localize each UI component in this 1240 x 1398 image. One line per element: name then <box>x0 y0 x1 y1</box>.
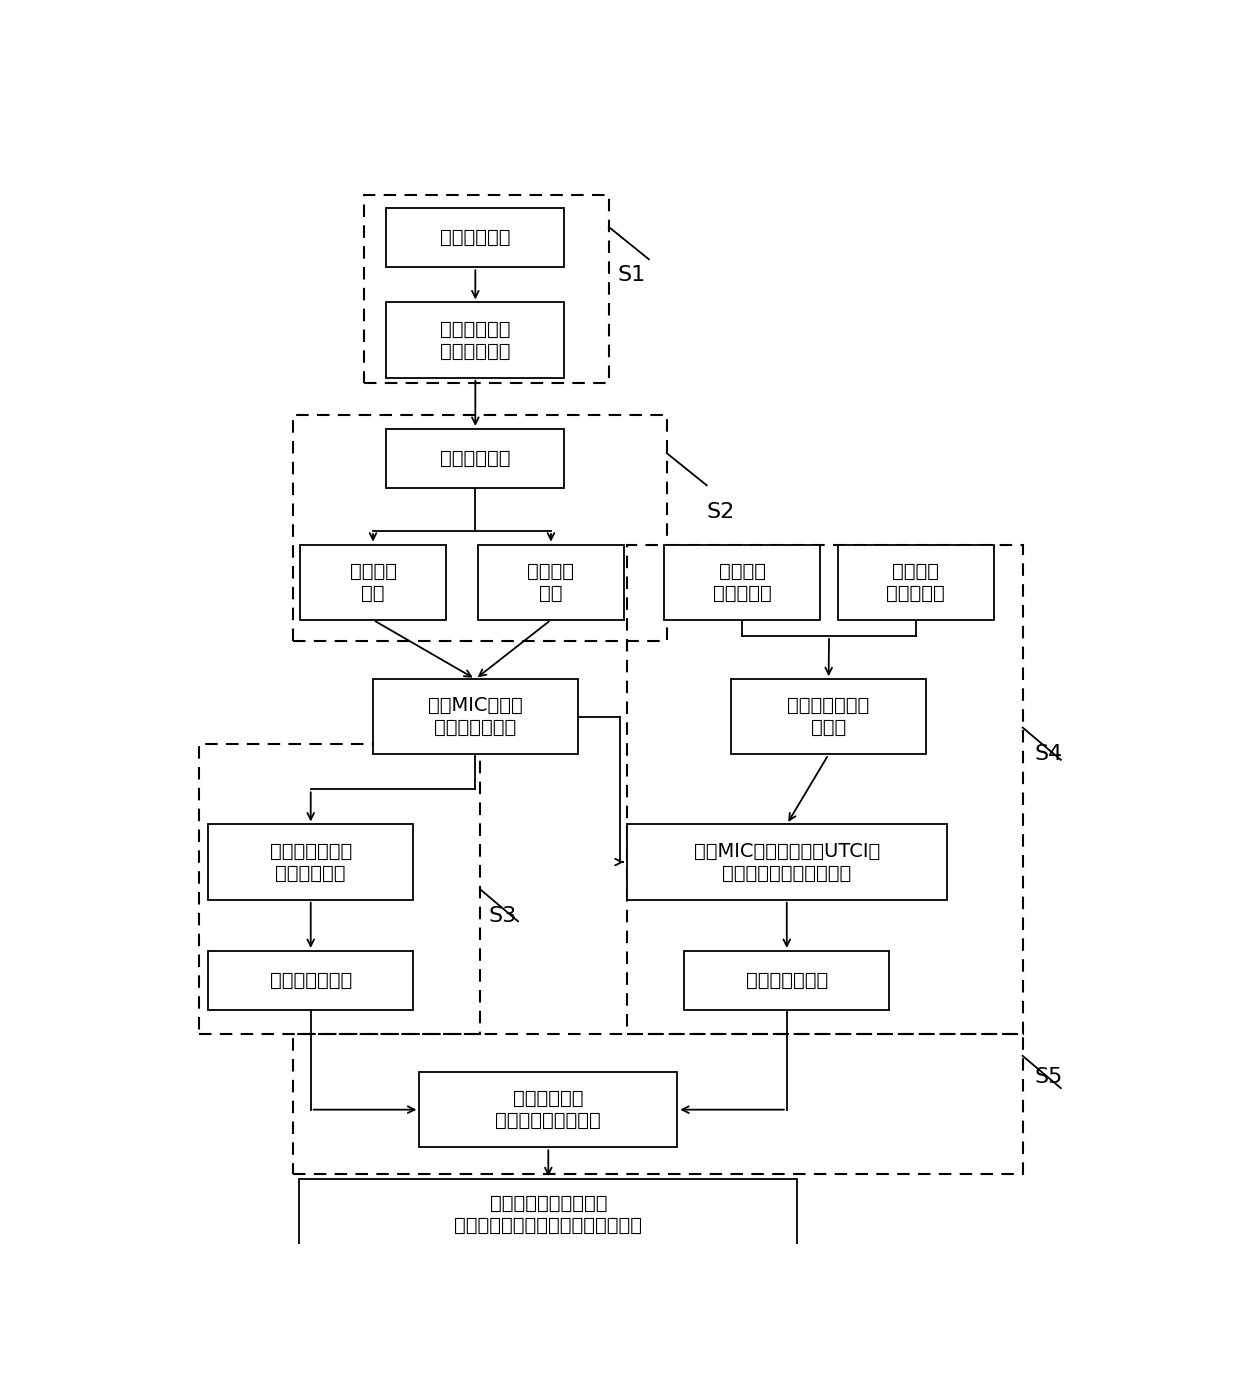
Text: S2: S2 <box>707 502 735 523</box>
Text: 波动负荷预测值: 波动负荷预测值 <box>745 972 828 990</box>
Bar <box>208 951 413 1011</box>
Text: 采集原始数据: 采集原始数据 <box>440 228 511 247</box>
Bar <box>626 825 947 900</box>
Bar <box>300 545 446 619</box>
Bar <box>365 194 609 383</box>
Bar <box>373 679 578 755</box>
Text: 波动负荷
曲线: 波动负荷 曲线 <box>527 562 574 603</box>
Text: 预测值重构，
得到短期负荷预测值: 预测值重构， 得到短期负荷预测值 <box>496 1089 601 1130</box>
Bar <box>730 679 926 755</box>
Text: S5: S5 <box>1034 1067 1063 1088</box>
Text: 气象因素
历史数据库: 气象因素 历史数据库 <box>713 562 771 603</box>
Bar <box>665 545 820 619</box>
Bar <box>208 825 413 900</box>
Text: 数据预处理得
到总负荷曲线: 数据预处理得 到总负荷曲线 <box>440 320 511 361</box>
Bar <box>419 1072 677 1148</box>
Bar <box>293 1035 1023 1174</box>
Text: S1: S1 <box>618 266 646 285</box>
Bar <box>299 1179 797 1248</box>
Bar <box>838 545 993 619</box>
Bar <box>684 951 889 1011</box>
Text: 根据短期负荷预测值，
控制微电网中分布式电源的工作状态: 根据短期负荷预测值， 控制微电网中分布式电源的工作状态 <box>454 1194 642 1234</box>
Bar <box>387 302 564 377</box>
Text: 趋势负荷预测值: 趋势负荷预测值 <box>269 972 352 990</box>
Text: 通用热气候指数
数值表: 通用热气候指数 数值表 <box>787 696 869 737</box>
Text: 基于MIC的负荷
相似日关联矩阵: 基于MIC的负荷 相似日关联矩阵 <box>428 696 523 737</box>
Bar <box>626 544 1023 1035</box>
Bar <box>477 545 625 619</box>
Text: 基于振幅压缩的
灰色预测模型: 基于振幅压缩的 灰色预测模型 <box>269 842 352 882</box>
Bar <box>293 415 667 642</box>
Text: 基于MIC相似日矩阵和UTCI数
值表的波动负荷预测模型: 基于MIC相似日矩阵和UTCI数 值表的波动负荷预测模型 <box>693 842 880 882</box>
Text: 经验模态分解: 经验模态分解 <box>440 449 511 468</box>
Text: S4: S4 <box>1034 744 1063 765</box>
Text: S3: S3 <box>489 906 517 925</box>
Bar <box>387 429 564 488</box>
Bar <box>387 208 564 267</box>
Bar <box>200 744 480 1035</box>
Text: 区位因素
历史数据库: 区位因素 历史数据库 <box>887 562 945 603</box>
Text: 趋势负荷
曲线: 趋势负荷 曲线 <box>350 562 397 603</box>
